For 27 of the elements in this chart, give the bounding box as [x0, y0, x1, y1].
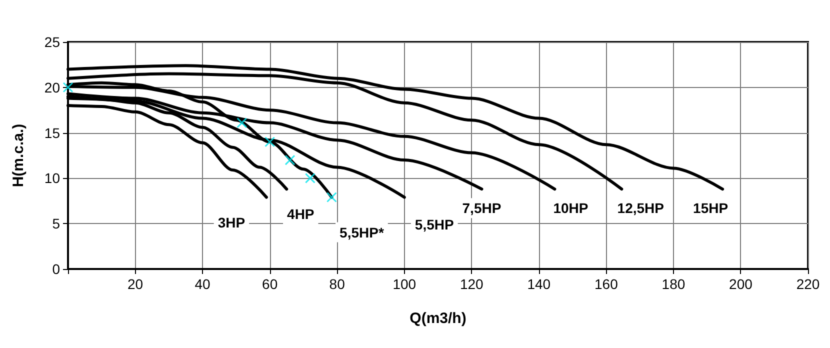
series-label: 10HP	[553, 200, 588, 216]
x-axis-title: Q(m3/h)	[410, 310, 466, 327]
series-label: 7,5HP	[462, 200, 502, 216]
x-tick-label: 220	[796, 276, 820, 292]
x-tick-label: 60	[262, 276, 278, 292]
x-tick-label: 200	[729, 276, 753, 292]
series-label: 15HP	[693, 200, 728, 216]
x-tick-label: 100	[392, 276, 416, 292]
y-tick-label: 0	[52, 261, 60, 277]
series-label: 4HP	[287, 206, 314, 222]
y-tick-label: 5	[52, 216, 60, 232]
x-tick-label: 140	[527, 276, 551, 292]
y-tick-label: 10	[44, 170, 60, 186]
series-label: 12,5HP	[617, 200, 664, 216]
x-tick-label: 180	[662, 276, 686, 292]
series-label: 5,5HP	[414, 216, 454, 232]
y-tick-label: 20	[44, 79, 60, 96]
series-label: 3HP	[218, 214, 246, 230]
y-axis-title: H(m.c.a.)	[10, 124, 27, 188]
text: 5,5HP*	[340, 224, 384, 240]
x-tick-label: 80	[329, 276, 346, 292]
y-tick-label: 25	[44, 34, 60, 50]
y-tick-label: 15	[44, 124, 60, 141]
x-tick-label: 160	[594, 276, 618, 292]
x-tick-label: 40	[194, 276, 211, 292]
x-tick-label: 20	[127, 276, 144, 292]
x-tick-label: 120	[460, 276, 484, 292]
